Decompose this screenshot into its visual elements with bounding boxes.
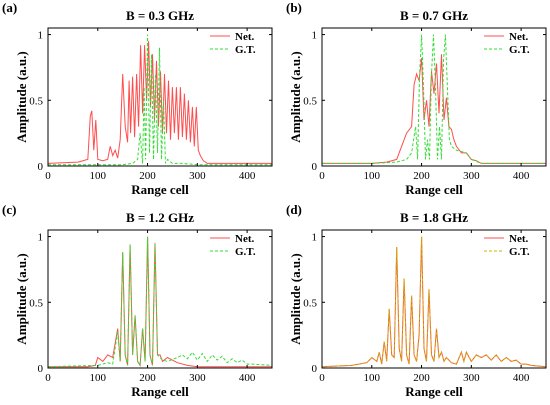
y-axis-label: Amplitude (a.u.) [288, 253, 303, 344]
legend-label: Net. [235, 233, 254, 245]
chart-panel: (b) B = 0.7 GHz 0 100 200 300 400 0 0.5 1 Range ce… [286, 0, 547, 197]
axes-frame [321, 27, 547, 167]
x-tick-label: 300 [463, 372, 480, 384]
x-tick-label: 0 [319, 372, 325, 384]
y-tick-label: 0.5 [303, 95, 317, 107]
chart-panel: (c) B = 1.2 GHz 0 100 200 300 400 0 0.5 1 Range ce… [2, 202, 273, 399]
axes-frame [47, 27, 273, 167]
y-axis-label: Amplitude (a.u.) [288, 51, 303, 142]
chart-panel: (a) B = 0.3 GHz 0 100 200 300 400 0 0.5 1 Range ce… [2, 0, 273, 197]
legend-label: G.T. [235, 44, 256, 56]
series-line-net [322, 54, 546, 164]
chart-title: B = 0.3 GHz [126, 8, 194, 23]
panel-label: (b) [286, 0, 302, 15]
x-tick-label: 100 [364, 170, 381, 182]
x-tick-label: 400 [513, 372, 530, 384]
y-tick-label: 0 [38, 363, 44, 375]
series-line-gt [322, 236, 546, 368]
y-axis-label: Amplitude (a.u.) [14, 51, 29, 142]
y-tick-label: 0.5 [303, 297, 317, 309]
y-axis-label: Amplitude (a.u.) [14, 253, 29, 344]
y-tick-label: 0 [312, 363, 318, 375]
x-tick-label: 100 [90, 372, 107, 384]
x-tick-label: 400 [239, 372, 256, 384]
legend-label: G.T. [509, 246, 530, 258]
y-tick-label: 0 [312, 161, 318, 173]
x-tick-label: 100 [364, 372, 381, 384]
x-tick-label: 0 [45, 170, 51, 182]
y-tick-label: 1 [312, 30, 318, 42]
series-line-gt [322, 34, 546, 164]
x-tick-label: 300 [463, 170, 480, 182]
series-line-gt [48, 236, 272, 368]
legend-label: G.T. [509, 44, 530, 56]
x-tick-label: 300 [189, 372, 206, 384]
y-tick-label: 0.5 [29, 95, 43, 107]
panel-label: (c) [2, 202, 16, 217]
y-tick-label: 1 [38, 232, 44, 244]
x-tick-label: 0 [319, 170, 325, 182]
x-tick-label: 0 [45, 372, 51, 384]
legend-label: Net. [509, 233, 528, 245]
x-tick-label: 200 [413, 170, 430, 182]
axes-frame [321, 229, 547, 369]
chart-title: B = 1.8 GHz [400, 210, 468, 225]
axes-frame [47, 229, 273, 369]
x-axis-label: Range cell [405, 384, 463, 399]
x-tick-label: 200 [413, 372, 430, 384]
chart-panel: (d) B = 1.8 GHz 0 100 200 300 400 0 0.5 1 Range ce… [286, 202, 547, 399]
y-tick-label: 0 [38, 161, 44, 173]
x-tick-label: 400 [513, 170, 530, 182]
x-tick-label: 200 [139, 170, 156, 182]
chart-title: B = 1.2 GHz [126, 210, 194, 225]
panel-label: (d) [286, 202, 302, 217]
y-tick-label: 0.5 [29, 297, 43, 309]
y-tick-label: 1 [312, 232, 318, 244]
x-tick-label: 200 [139, 372, 156, 384]
legend-label: Net. [235, 31, 254, 43]
x-tick-label: 300 [189, 170, 206, 182]
x-axis-label: Range cell [405, 182, 463, 197]
x-tick-label: 400 [239, 170, 256, 182]
panel-label: (a) [2, 0, 17, 15]
x-axis-label: Range cell [131, 384, 189, 399]
legend-label: G.T. [235, 246, 256, 258]
chart-title: B = 0.7 GHz [400, 8, 468, 23]
x-axis-label: Range cell [131, 182, 189, 197]
x-tick-label: 100 [90, 170, 107, 182]
y-tick-label: 1 [38, 30, 44, 42]
series-line-net [48, 41, 272, 164]
legend-label: Net. [509, 31, 528, 43]
